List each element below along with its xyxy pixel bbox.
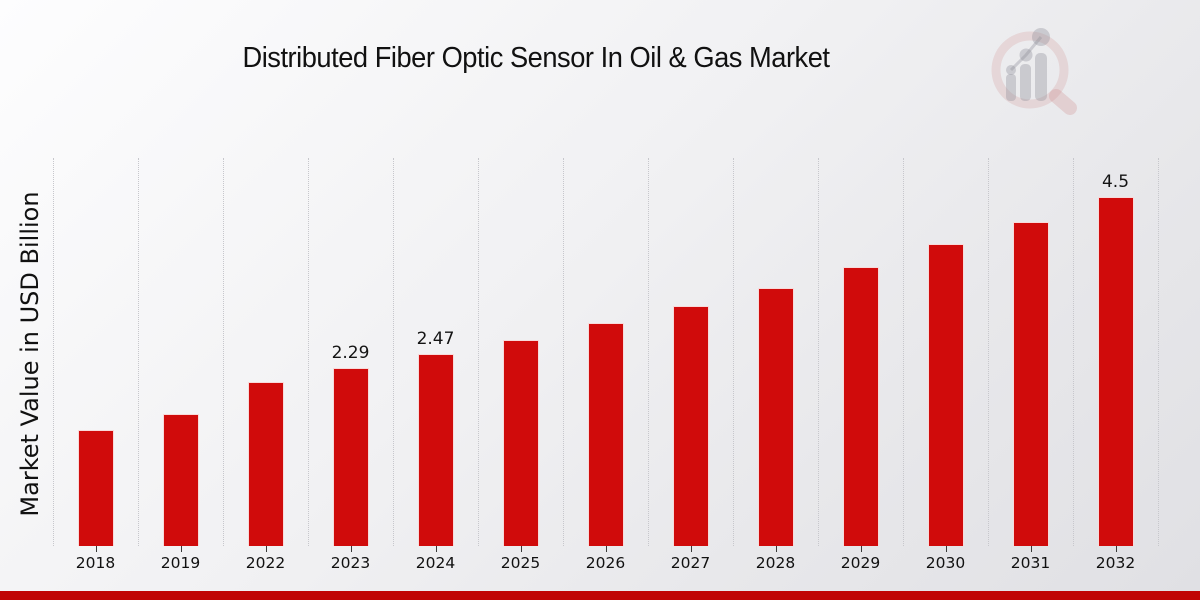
- bar-2026: [587, 323, 624, 546]
- x-axis-tick: [350, 546, 352, 552]
- x-axis-label-2022: 2022: [245, 554, 286, 572]
- bar-chart-glyph-icon: [1006, 28, 1050, 101]
- column-gridline: [393, 158, 394, 546]
- bar-2028: [757, 287, 794, 546]
- bar-value-label-2032: 4.5: [1101, 171, 1130, 192]
- x-axis-tick: [180, 546, 182, 552]
- x-axis-tick: [775, 546, 777, 552]
- bar-2018: [77, 430, 114, 546]
- bar-value-label-2024: 2.47: [416, 329, 455, 350]
- bar-2032: [1097, 196, 1134, 546]
- column-gridline: [988, 158, 989, 546]
- x-axis-label-2019: 2019: [160, 554, 201, 572]
- x-axis-tick: [95, 546, 97, 552]
- x-axis-tick: [605, 546, 607, 552]
- column-gridline: [53, 158, 54, 546]
- bar-2024: [417, 354, 454, 546]
- bar-2027: [672, 306, 709, 546]
- column-gridline: [903, 158, 904, 546]
- bar-2031: [1012, 221, 1049, 546]
- x-axis-label-2030: 2030: [925, 554, 966, 572]
- plot-area: 2018 2019 2022 2.29 2023 2.47 2024 2025 2026 2027…: [53, 158, 1159, 572]
- column-gridline: [478, 158, 479, 546]
- bar-2023: [332, 368, 369, 546]
- column-gridline: [138, 158, 139, 546]
- x-axis-tick: [945, 546, 947, 552]
- bottom-accent-strip: [0, 591, 1200, 600]
- x-axis-label-2031: 2031: [1010, 554, 1051, 572]
- x-axis-tick: [265, 546, 267, 552]
- x-axis-label-2027: 2027: [670, 554, 711, 572]
- column-gridline: [308, 158, 309, 546]
- x-axis-label-2028: 2028: [755, 554, 796, 572]
- bar-2025: [502, 339, 539, 546]
- x-axis-label-2029: 2029: [840, 554, 881, 572]
- column-gridline: [733, 158, 734, 546]
- magnifier-icon: [991, 31, 1077, 115]
- x-axis-label-2024: 2024: [415, 554, 456, 572]
- column-gridline: [648, 158, 649, 546]
- x-axis-label-2032: 2032: [1095, 554, 1136, 572]
- x-axis-tick: [1030, 546, 1032, 552]
- bar-2030: [927, 244, 964, 546]
- bar-2022: [247, 381, 284, 546]
- chart-title: Distributed Fiber Optic Sensor In Oil & …: [242, 42, 830, 74]
- bar-2019: [162, 414, 199, 546]
- bar-2029: [842, 266, 879, 546]
- x-axis-tick: [520, 546, 522, 552]
- x-axis-tick: [1115, 546, 1117, 552]
- column-gridline: [818, 158, 819, 546]
- x-axis-label-2023: 2023: [330, 554, 371, 572]
- x-axis-tick: [860, 546, 862, 552]
- column-gridline: [563, 158, 564, 546]
- x-axis-tick: [435, 546, 437, 552]
- column-gridline: [1158, 158, 1159, 546]
- y-axis-label: Market Value in USD Billion: [16, 191, 44, 517]
- x-axis-label-2026: 2026: [585, 554, 626, 572]
- x-axis-label-2018: 2018: [75, 554, 116, 572]
- market-research-logo-watermark: [991, 28, 1077, 115]
- column-gridline: [1073, 158, 1074, 546]
- column-gridline: [223, 158, 224, 546]
- x-axis-tick: [690, 546, 692, 552]
- x-axis-label-2025: 2025: [500, 554, 541, 572]
- bar-value-label-2023: 2.29: [331, 343, 370, 364]
